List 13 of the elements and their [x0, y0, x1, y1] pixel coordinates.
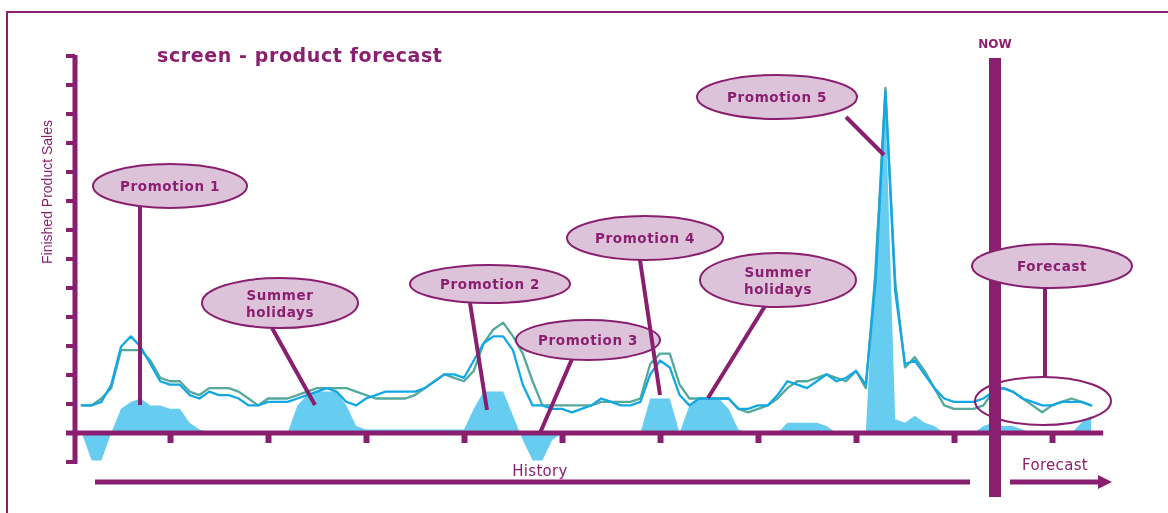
annotation: Promotion 3 [538, 332, 638, 348]
text: NOW [978, 37, 1012, 51]
annotation: Promotion 1 [120, 178, 220, 194]
annotation: Forecast [1022, 456, 1088, 474]
annotation: Promotion 2 [440, 276, 540, 292]
y-axis-title: Finished Product Sales [39, 120, 55, 264]
annotation: Summer holidays [743, 263, 813, 297]
annotation: Promotion 4 [595, 230, 695, 246]
chart-title: screen - product forecast [157, 44, 443, 66]
annotation: Summer holidays [245, 286, 315, 320]
annotation: Forecast [1016, 258, 1088, 274]
text: History [512, 462, 568, 480]
annotation: Promotion 5 [727, 89, 827, 105]
